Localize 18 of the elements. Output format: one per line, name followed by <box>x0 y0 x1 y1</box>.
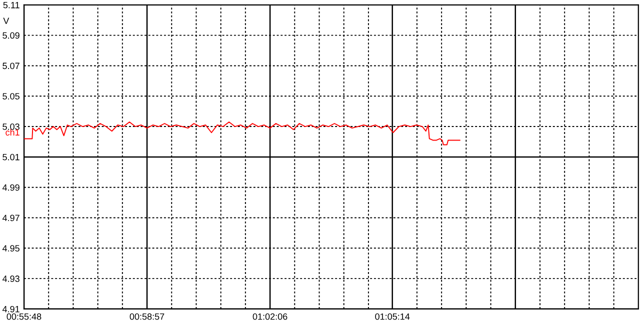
y-tick-label: 4.95 <box>2 245 20 252</box>
y-tick-label: 4.91 <box>2 306 20 312</box>
x-tick-label: 01:05:14 <box>375 313 410 320</box>
y-tick-label: 5.07 <box>2 62 20 70</box>
x-tick-label: 00:55:48 <box>6 313 42 320</box>
y-tick-label: 5.03 <box>2 124 20 130</box>
x-tick-label: 00:58:57 <box>130 313 164 320</box>
y-tick-label: 5.09 <box>2 32 20 39</box>
y-axis-title: V <box>3 18 10 24</box>
y-tick-label: 5.05 <box>2 93 20 100</box>
y-tick-label: 5.11 <box>3 2 20 8</box>
y-tick-label: 4.99 <box>2 184 20 191</box>
y-tick-label: 4.97 <box>2 214 20 222</box>
y-tick-label: 4.93 <box>2 276 20 282</box>
y-tick-label: 5.01 <box>2 154 20 160</box>
x-tick-label: 01:02:06 <box>252 313 288 320</box>
line-series <box>24 121 460 146</box>
series-label: ch1 <box>6 128 20 136</box>
